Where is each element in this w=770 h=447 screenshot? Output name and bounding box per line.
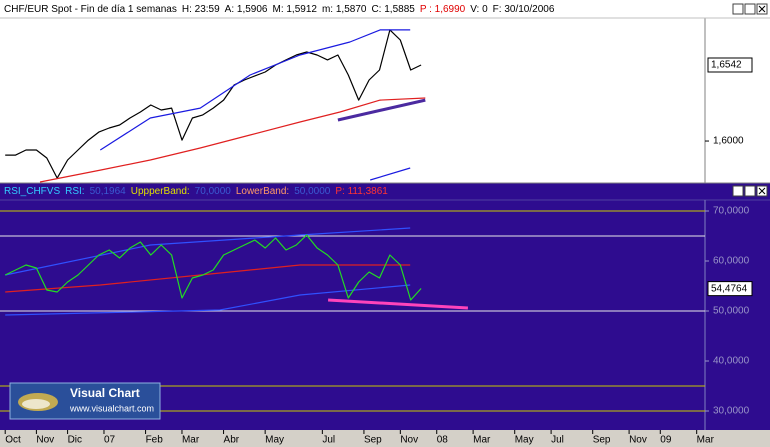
x-tick-label: Jul xyxy=(322,435,335,446)
logo-title: Visual Chart xyxy=(70,386,140,400)
x-tick-label: Jul xyxy=(551,435,564,446)
x-tick-label: Feb xyxy=(146,435,164,446)
x-tick-label: Nov xyxy=(629,435,647,446)
maximize-button[interactable] xyxy=(744,185,756,197)
series-line xyxy=(39,97,426,183)
header-item: P : 1,6990 xyxy=(420,4,466,15)
panel-header: RSI_CHFVS RSI: 50,1964 UppperBand: 70,0000 Lo… xyxy=(4,186,388,197)
x-tick-label: 07 xyxy=(104,435,116,446)
x-tick-label: Mar xyxy=(697,435,715,446)
x-tick-label: Mar xyxy=(182,435,200,446)
series-line xyxy=(5,227,411,276)
series-line xyxy=(5,29,422,179)
close-icon xyxy=(758,187,766,195)
header-item: CHF/EUR Spot - Fin de día 1 semanas xyxy=(4,4,177,15)
logo-icon xyxy=(22,399,50,409)
y-tick-label: 30,0000 xyxy=(713,406,750,417)
header-item: M: 1,5912 xyxy=(272,4,317,15)
header-item: m: 1,5870 xyxy=(322,4,367,15)
x-tick-label: Abr xyxy=(224,435,240,446)
x-tick-label: Dic xyxy=(68,435,82,446)
close-icon xyxy=(758,5,766,13)
y-tick-label: 70,0000 xyxy=(713,206,750,217)
last-value-box xyxy=(707,57,753,73)
header-item: C: 1,5885 xyxy=(371,4,415,15)
y-tick-label: 1,6000 xyxy=(713,136,744,147)
x-axis-strip xyxy=(0,430,770,447)
header-item: V: 0 xyxy=(470,4,488,15)
watermark-logo: Visual Chart www.visualchart.com xyxy=(9,382,161,420)
trendline xyxy=(328,298,468,310)
header-item: 50,1964 xyxy=(90,186,127,197)
header-item: P: 111,3861 xyxy=(335,186,388,197)
x-tick-label: May xyxy=(265,435,284,446)
series-line xyxy=(5,284,411,316)
minimize-button[interactable] xyxy=(732,3,744,15)
y-tick-label: 60,0000 xyxy=(713,256,750,267)
price-panel xyxy=(0,0,770,183)
minimize-button[interactable] xyxy=(732,185,744,197)
y-tick-label: 40,0000 xyxy=(713,356,750,367)
x-tick-label: Nov xyxy=(36,435,54,446)
x-tick-label: 08 xyxy=(437,435,449,446)
header-item: A: 1,5906 xyxy=(225,4,268,15)
x-tick-label: Sep xyxy=(364,435,382,446)
header-item: 70,0000 xyxy=(195,186,232,197)
series-line xyxy=(4,234,422,301)
x-tick-label: 09 xyxy=(660,435,672,446)
last-value-label: 1,6542 xyxy=(711,60,742,71)
window-buttons[interactable] xyxy=(732,3,768,197)
header-item: 50,0000 xyxy=(294,186,331,197)
series-line xyxy=(5,264,411,293)
panel-header: CHF/EUR Spot - Fin de día 1 semanas H: 23… xyxy=(4,4,555,15)
header-item: RSI_CHFVS xyxy=(4,186,60,197)
series-line xyxy=(370,167,411,181)
x-tick-label: Nov xyxy=(400,435,418,446)
x-tick-label: Sep xyxy=(593,435,611,446)
y-tick-label: 50,0000 xyxy=(713,306,750,317)
trendline xyxy=(337,98,426,122)
header-item: RSI: xyxy=(65,186,84,197)
header-item: LowerBand: xyxy=(236,186,289,197)
header-item: UppperBand: xyxy=(131,186,190,197)
header-item: F: 30/10/2006 xyxy=(493,4,555,15)
last-value-label: 54,4764 xyxy=(711,283,748,294)
logo-url: www.visualchart.com xyxy=(69,403,154,413)
header-item: H: 23:59 xyxy=(182,4,220,15)
maximize-button[interactable] xyxy=(744,3,756,15)
x-tick-label: May xyxy=(515,435,534,446)
x-tick-label: Mar xyxy=(473,435,491,446)
x-tick-label: Oct xyxy=(5,435,21,446)
series-line xyxy=(99,29,411,151)
last-value-box xyxy=(707,281,753,297)
